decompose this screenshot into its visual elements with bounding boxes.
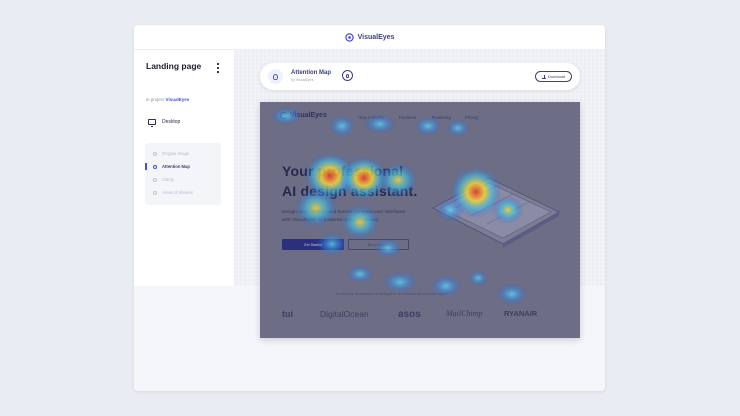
result-toolbar: Attention Map by VisualEyes Download (260, 63, 580, 90)
menu-item-label: Original Image (162, 151, 190, 156)
top-bar: VisualEyes (134, 25, 605, 50)
analyzed-body-text: Design more efficient and human-centered… (282, 210, 406, 223)
menu-item-label: Areas of Interest (162, 190, 193, 195)
menu-item-label: Clarity (162, 177, 174, 182)
page-title: Landing page (146, 61, 202, 71)
ryanair-logo: RYANAIR (504, 309, 538, 318)
download-button[interactable]: Download (535, 71, 572, 82)
aoi-icon (153, 190, 157, 195)
desktop-icon (148, 119, 156, 127)
more-options-icon[interactable] (216, 63, 220, 73)
view-menu: Original Image Attention Map Clarity Are… (145, 143, 221, 205)
project-name[interactable]: VisualEyes (165, 97, 190, 102)
tui-logo: tui (282, 309, 293, 319)
result-subtitle: by VisualEyes (291, 78, 314, 82)
analyzed-nav-item: How it Works (358, 115, 384, 120)
analyzed-page-content: VisualEyes How it Works Features Roadmap… (260, 102, 580, 338)
mailchimp-logo: MailChimp (446, 309, 483, 318)
analyzed-nav-item: Features (399, 115, 417, 120)
digitalocean-logo: DigitalOcean (320, 309, 369, 319)
result-title: Attention Map (291, 70, 331, 76)
download-icon (542, 74, 547, 79)
analyzed-primary-button: Get Started (282, 239, 344, 250)
analyzed-screenshot: VisualEyes How it Works Features Roadmap… (260, 102, 580, 338)
analyzed-logo-icon (280, 112, 287, 119)
clarity-icon (153, 177, 157, 182)
analyzed-nav-item: Pricing (465, 115, 479, 120)
menu-item-attention-map[interactable]: Attention Map (145, 161, 221, 172)
analyzed-secondary-button: Book a Demo (348, 239, 409, 250)
lightbulb-icon[interactable] (342, 70, 353, 81)
menu-item-areas-of-interest[interactable]: Areas of Interest (145, 187, 221, 198)
menu-item-clarity[interactable]: Clarity (145, 174, 221, 185)
project-line: in project VisualEyes (146, 97, 189, 102)
attention-icon (153, 164, 157, 169)
analyzed-brand-name: VisualEyes (290, 112, 327, 119)
analyzed-trusted-text: Trusted by thousands of designers and te… (335, 291, 447, 296)
analyzed-headline-line2: AI design assistant. (282, 183, 418, 199)
sidebar: Landing page in project VisualEyes Deskt… (134, 50, 235, 286)
menu-item-original-image[interactable]: Original Image (145, 148, 221, 159)
analyzed-headline-line1: Your professional (282, 163, 404, 179)
isometric-device-illustration (432, 177, 560, 248)
menu-item-label: Attention Map (162, 164, 190, 169)
image-icon (153, 151, 157, 156)
device-selector[interactable]: Desktop (148, 119, 181, 127)
brand-name[interactable]: VisualEyes (357, 33, 395, 41)
attention-map-icon (268, 69, 283, 84)
visualeyes-logo-icon (344, 32, 354, 42)
device-label: Desktop (162, 119, 181, 125)
project-prefix: in project (146, 97, 165, 102)
analyzed-brand: VisualEyes (280, 112, 327, 119)
asos-logo: asos (398, 309, 421, 320)
analyzed-nav-item: Roadmap (432, 115, 452, 120)
download-label: Download (548, 74, 565, 79)
